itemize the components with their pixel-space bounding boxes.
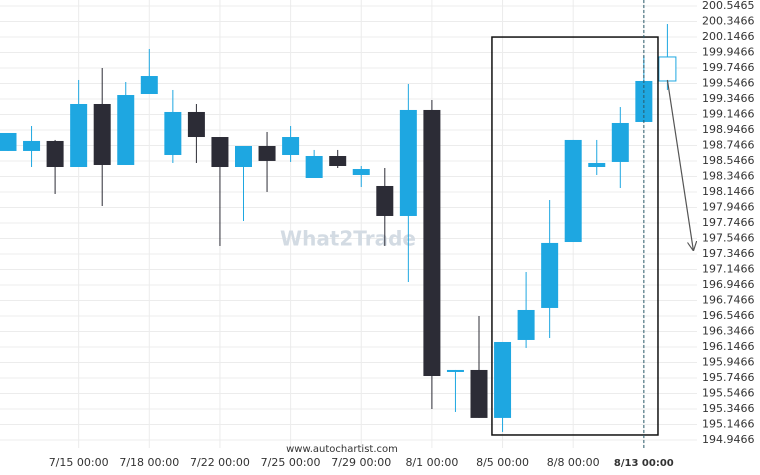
y-tick-label: 197.1466: [702, 262, 755, 275]
y-tick-label: 198.7466: [702, 138, 755, 151]
x-tick-label: 7/18 00:00: [119, 456, 179, 469]
candle-body: [541, 242, 559, 308]
candle-body: [376, 185, 394, 216]
y-tick-label: 200.5465: [702, 0, 755, 12]
x-tick-label: 7/25 00:00: [261, 456, 321, 469]
x-tick-label: 7/15 00:00: [49, 456, 109, 469]
watermark: What2Trade: [280, 227, 416, 251]
candle-body: [140, 76, 158, 95]
y-tick-label: 198.1466: [702, 185, 755, 198]
y-tick-label: 194.9466: [702, 433, 755, 446]
y-tick-label: 198.9466: [702, 123, 755, 136]
y-tick-label: 199.7466: [702, 61, 755, 74]
y-tick-label: 200.1466: [702, 30, 755, 43]
candle-body: [329, 155, 347, 166]
x-tick-label: 8/1 00:00: [405, 456, 458, 469]
candle-body: [282, 137, 300, 155]
y-tick-label: 197.3466: [702, 247, 755, 260]
candle-body: [352, 169, 370, 175]
candle-body: [70, 103, 88, 168]
candle-body: [588, 162, 606, 168]
y-tick-label: 195.9466: [702, 355, 755, 368]
y-tick-label: 199.9466: [702, 45, 755, 58]
candle-body: [611, 122, 629, 162]
y-tick-label: 199.1466: [702, 107, 755, 120]
candle-body: [517, 309, 535, 340]
candle-body: [0, 132, 17, 151]
y-tick-label: 196.7466: [702, 293, 755, 306]
x-tick-label: 8/5 00:00: [476, 456, 529, 469]
candle-body: [423, 109, 441, 377]
x-tick-label: 7/29 00:00: [331, 456, 391, 469]
y-tick-label: 195.5466: [702, 386, 755, 399]
y-tick-label: 196.5466: [702, 309, 755, 322]
grid: [0, 0, 697, 448]
candle-body: [305, 155, 323, 179]
pattern-box: [491, 36, 659, 436]
candle-body: [164, 111, 182, 155]
y-tick-label: 196.9466: [702, 278, 755, 291]
x-tick-label: 7/22 00:00: [190, 456, 250, 469]
y-tick-label: 199.5466: [702, 76, 755, 89]
y-tick-label: 197.5466: [702, 231, 755, 244]
candle-body: [494, 341, 512, 418]
y-tick-label: 195.7466: [702, 371, 755, 384]
source: www.autochartist.com: [286, 444, 398, 455]
candle-body: [93, 103, 111, 165]
candle-body: [399, 109, 417, 216]
y-tick-label: 198.5466: [702, 154, 755, 167]
candle-body: [117, 95, 135, 165]
candle-body: [211, 137, 229, 168]
plot-area: [0, 0, 693, 448]
candle-body: [187, 111, 205, 138]
y-tick-label: 197.9466: [702, 200, 755, 213]
candle-body: [46, 140, 64, 168]
candle-body: [446, 369, 464, 372]
y-tick-label: 196.1466: [702, 340, 755, 353]
candle-body: [470, 369, 488, 418]
y-tick-label: 198.3466: [702, 169, 755, 182]
y-tick-label: 200.3466: [702, 14, 755, 27]
candle-body: [564, 139, 582, 243]
y-tick-label: 195.3466: [702, 402, 755, 415]
x-tick-label: 8/8 00:00: [547, 456, 600, 469]
candle-body: [658, 56, 677, 82]
candle-body: [258, 146, 276, 161]
y-tick-label: 195.1466: [702, 417, 755, 430]
x-tick-label: 8/13 00:00: [614, 458, 674, 469]
candle-body: [235, 146, 252, 168]
labels: 200.5465 200.3466 200.1466 199.9466 199.7466…: [49, 0, 755, 469]
forecast-arrow: [666, 79, 693, 250]
y-tick-label: 199.3466: [702, 92, 755, 105]
y-tick-label: 196.3466: [702, 324, 755, 337]
y-tick-label: 197.7466: [702, 216, 755, 229]
candle-body: [23, 140, 41, 151]
